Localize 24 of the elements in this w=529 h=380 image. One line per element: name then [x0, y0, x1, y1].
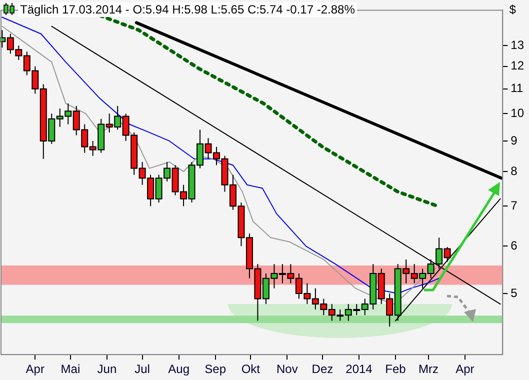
x-tick-label: 2014	[346, 362, 373, 376]
y-tick-label: 6	[510, 238, 518, 252]
x-tick-label: Mai	[60, 362, 80, 376]
y-tick-label: 9	[510, 133, 518, 148]
x-tick-label: Apr	[26, 362, 44, 376]
y-axis-title: $	[509, 2, 516, 16]
y-tick-label: 8	[510, 164, 518, 178]
y-tick-label: 12	[510, 58, 524, 73]
x-tick-label: Mrz	[418, 362, 438, 376]
x-tick-label: Okt	[241, 362, 261, 376]
y-tick-label: 5	[510, 286, 518, 300]
x-tick-label: Nov	[276, 362, 298, 376]
y-tick-label: 10	[510, 106, 524, 120]
x-tick-label: Dez	[312, 362, 334, 376]
y-tick-label: 13	[510, 38, 524, 52]
x-tick-label: Jun	[97, 362, 117, 376]
chart-title: Täglich 17.03.2014 - O:5.94 H:5.98 L:5.65 C:5.74 -0.17 -2.88%	[20, 2, 356, 16]
x-tick-label: Aug	[168, 362, 190, 376]
y-tick-label: 11	[510, 81, 524, 96]
x-tick-label: Sep	[204, 362, 226, 376]
y-tick-label: 7	[510, 198, 518, 212]
x-tick-label: Feb	[385, 362, 406, 376]
x-tick-label: Jul	[134, 362, 150, 376]
x-tick-label: Apr	[456, 362, 474, 376]
